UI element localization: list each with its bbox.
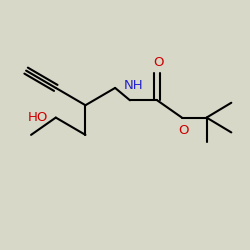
Text: HO: HO bbox=[28, 111, 48, 124]
Text: NH: NH bbox=[124, 78, 144, 92]
Text: O: O bbox=[153, 56, 164, 69]
Text: O: O bbox=[178, 124, 188, 137]
